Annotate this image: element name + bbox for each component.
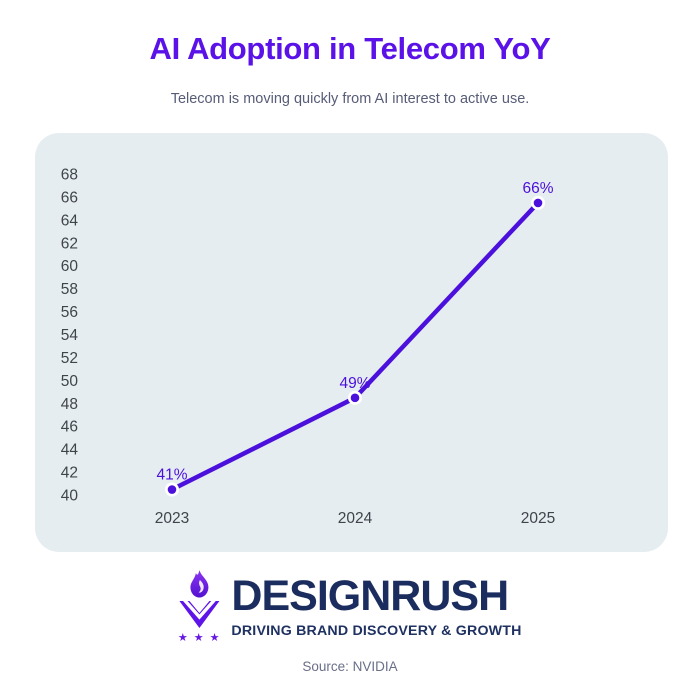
source-note: Source: NVIDIA: [302, 659, 398, 674]
data-point-label: 66%: [522, 180, 553, 197]
v-chevron-icon: [179, 598, 220, 628]
y-tick-label: 40: [61, 488, 79, 505]
data-point-label: 49%: [339, 375, 370, 392]
y-tick-label: 46: [61, 419, 78, 436]
y-tick-label: 64: [61, 212, 79, 229]
brand-logo: ★ ★ ★ DESIGNRUSH DRIVING BRAND DISCOVERY…: [178, 570, 521, 644]
x-axis-label: 2024: [338, 510, 373, 527]
data-point: [350, 393, 360, 403]
y-tick-label: 42: [61, 465, 78, 482]
line-chart: 40 42 44 46 48 50 52 54 56 58 60 62 64 66 68 2023 2024 20…: [61, 167, 555, 528]
x-axis-label: 2023: [155, 510, 189, 527]
y-tick-label: 48: [61, 396, 78, 413]
y-tick-label: 66: [61, 189, 78, 206]
trend-line: [169, 200, 541, 492]
page-subtitle: Telecom is moving quickly from AI intere…: [170, 91, 530, 107]
stars-icon: ★ ★ ★: [178, 632, 220, 644]
y-tick-label: 56: [61, 304, 78, 321]
chart-panel: 40 42 44 46 48 50 52 54 56 58 60 62 64 66 68 2023 2024 20…: [35, 133, 668, 552]
designrush-flame-v-stars-icon: ★ ★ ★: [178, 570, 220, 644]
y-tick-label: 54: [61, 327, 79, 344]
x-axis-label: 2025: [521, 510, 555, 527]
y-tick-label: 60: [61, 258, 79, 275]
y-tick-label: 68: [61, 167, 78, 184]
page-title: AI Adoption in Telecom YoY: [149, 31, 551, 66]
data-point: [167, 485, 177, 494]
y-tick-label: 58: [61, 281, 78, 298]
y-tick-label: 44: [61, 442, 79, 459]
y-tick-label: 52: [61, 350, 78, 367]
y-tick-label: 50: [61, 373, 79, 390]
data-point: [533, 198, 543, 208]
brand-name: DESIGNRUSH: [231, 572, 509, 620]
y-tick-label: 62: [61, 235, 78, 252]
brand-text-block: DESIGNRUSH DRIVING BRAND DISCOVERY & GRO…: [231, 572, 522, 640]
flame-icon: [190, 570, 209, 598]
data-point-label: 41%: [156, 467, 187, 484]
brand-tagline: DRIVING BRAND DISCOVERY & GROWTH: [231, 623, 522, 639]
